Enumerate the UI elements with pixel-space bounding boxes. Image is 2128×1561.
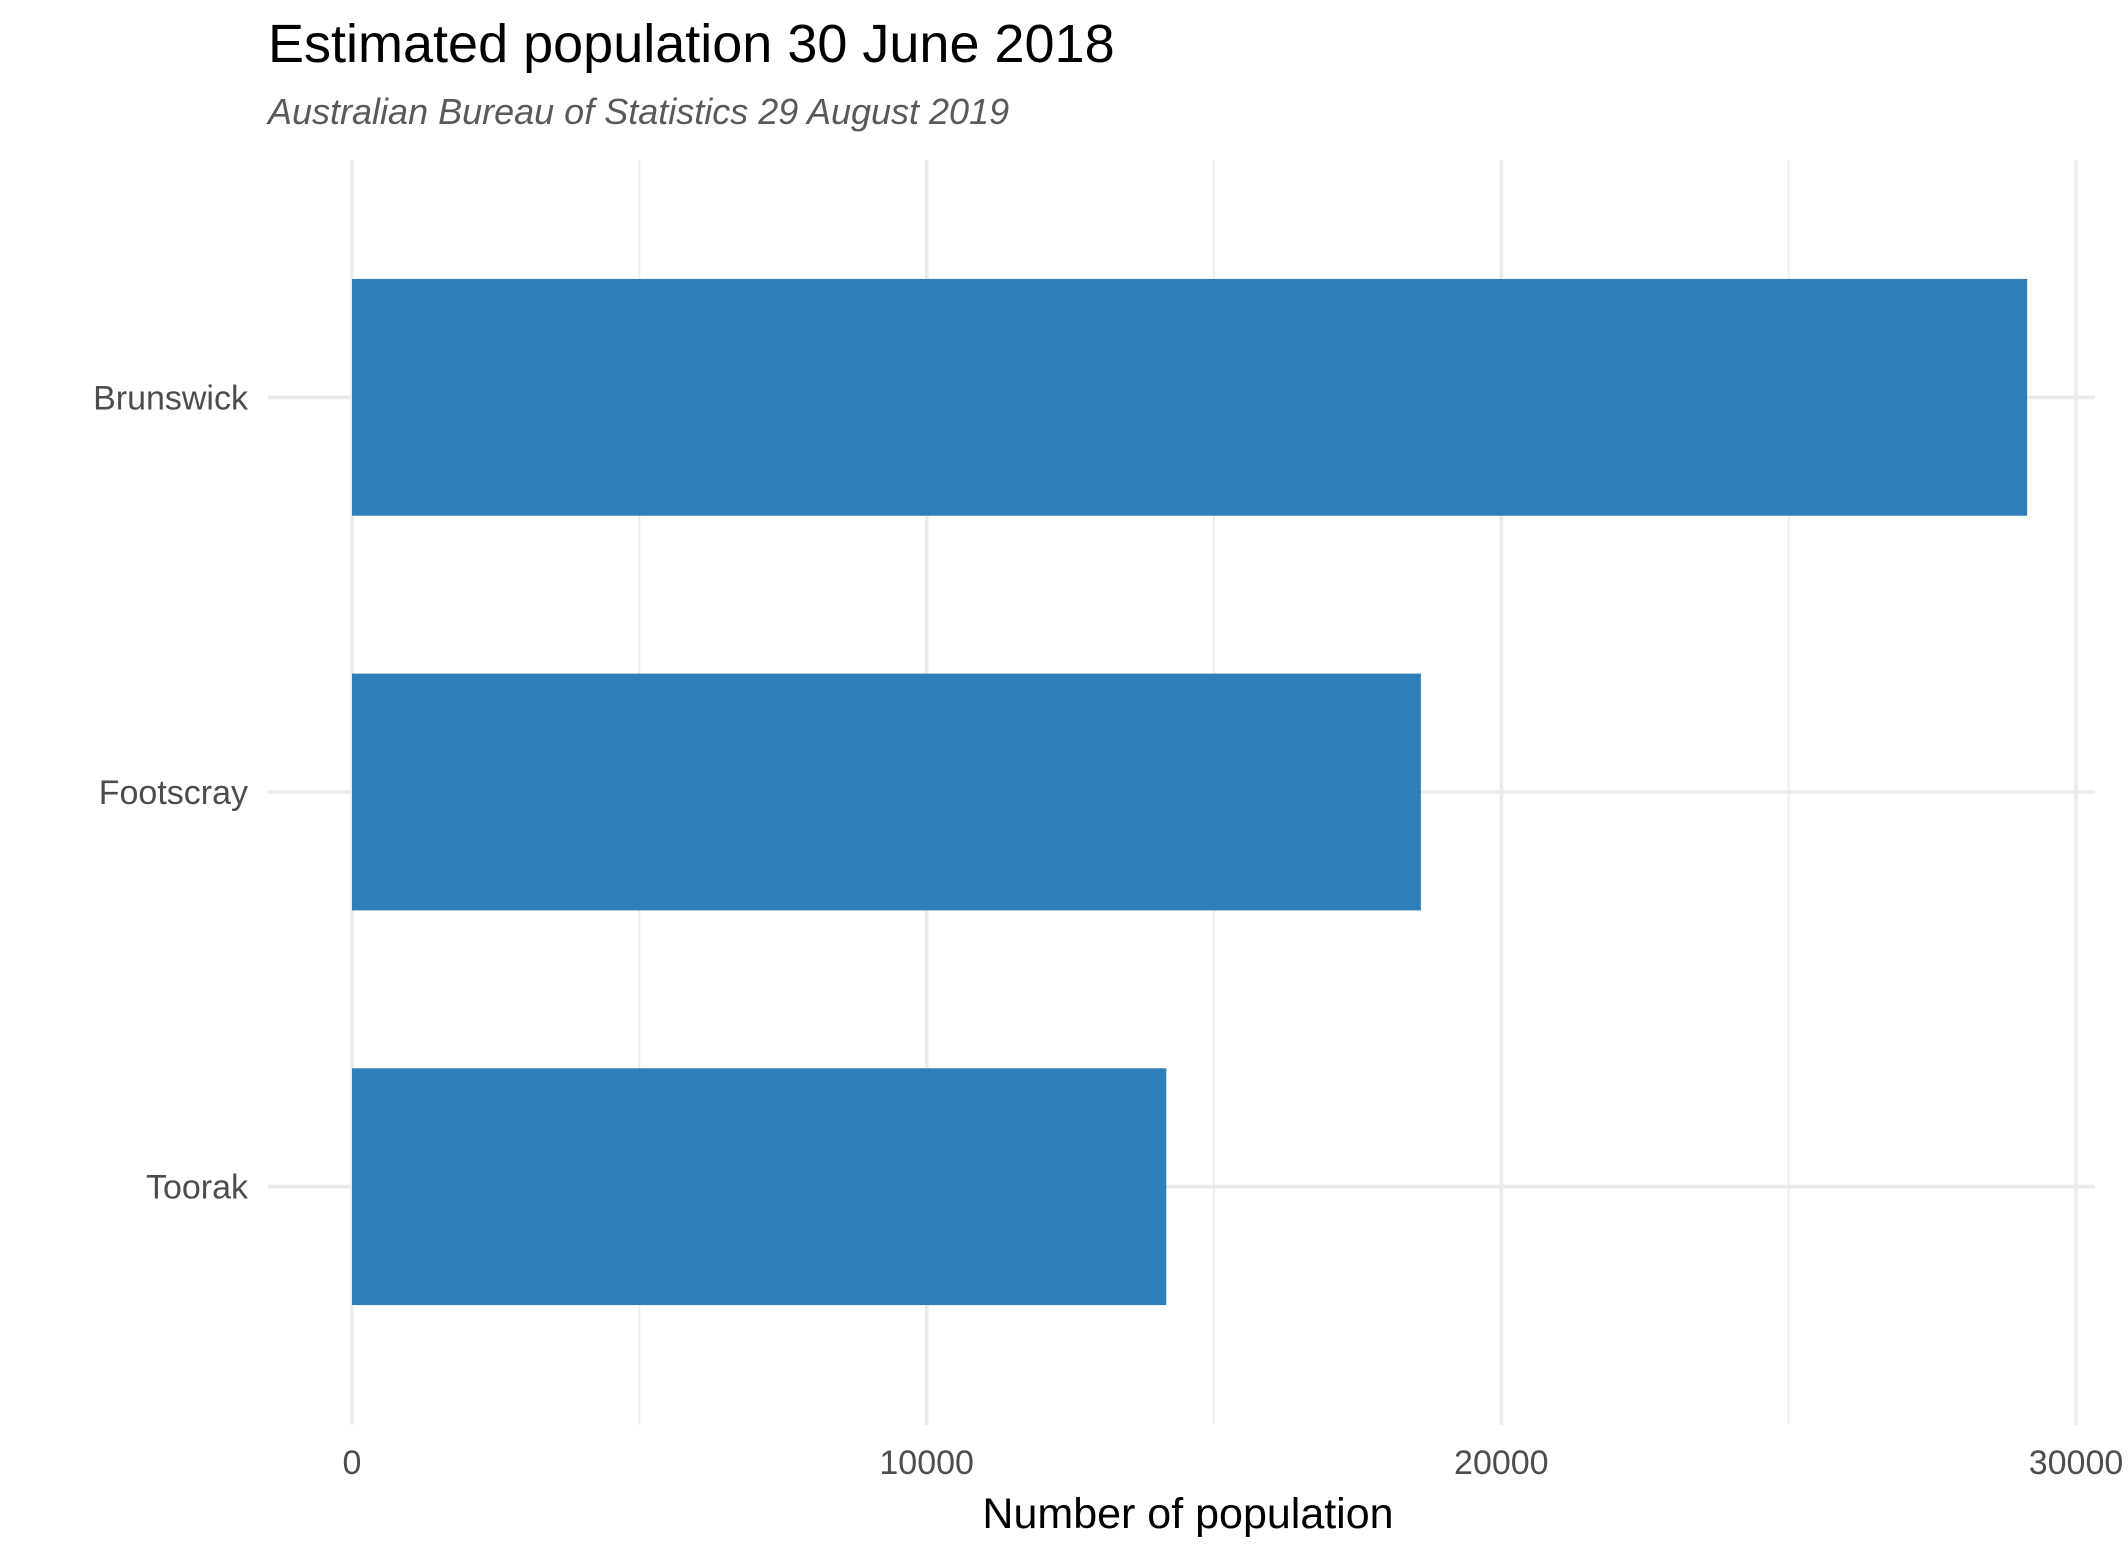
bars <box>352 278 2028 1306</box>
y-tick-label: Toorak <box>146 1169 249 1207</box>
bar-footscray <box>352 673 1421 911</box>
x-tick-label: 10000 <box>879 1444 974 1482</box>
bar-toorak <box>352 1068 1167 1306</box>
y-axis-ticks: Brunswick Footscray Toorak <box>93 379 249 1206</box>
x-tick-label: 30000 <box>2029 1444 2124 1482</box>
y-tick-label: Footscray <box>99 774 248 812</box>
y-tick-label: Brunswick <box>93 379 249 417</box>
bar-brunswick <box>352 278 2028 516</box>
chart-subtitle: Australian Bureau of Statistics 29 Augus… <box>266 91 1009 132</box>
x-axis-title: Number of population <box>982 1490 1393 1538</box>
x-tick-label: 20000 <box>1454 1444 1549 1482</box>
x-tick-label: 0 <box>343 1444 362 1482</box>
chart-title: Estimated population 30 June 2018 <box>268 14 1115 74</box>
x-axis-ticks: 0 10000 20000 30000 <box>343 1444 2124 1482</box>
